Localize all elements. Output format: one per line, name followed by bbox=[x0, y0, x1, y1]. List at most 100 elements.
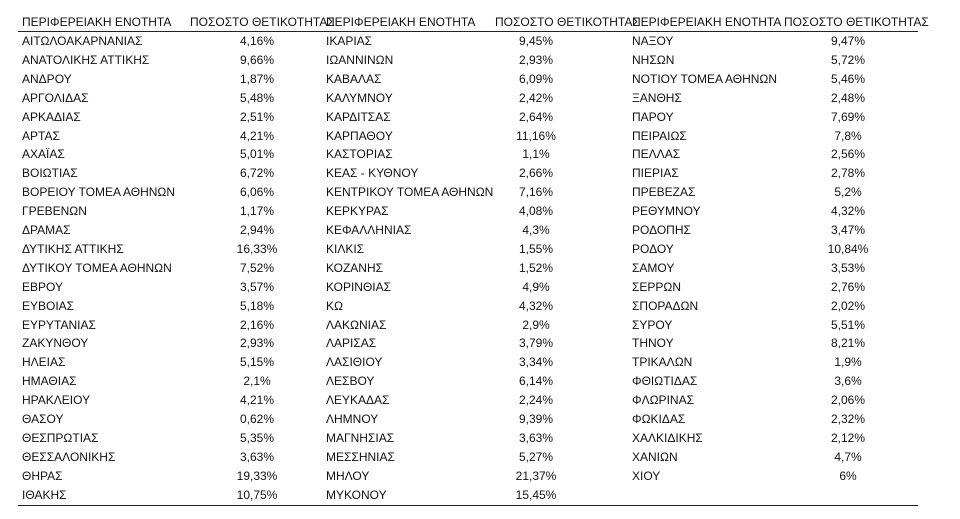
header-rule bbox=[18, 31, 918, 32]
positivity-rate: 2,94% bbox=[239, 223, 275, 237]
positivity-rate: 3,53% bbox=[830, 260, 866, 275]
positivity-rate: 3,63% bbox=[518, 430, 554, 445]
region-name: ΤΗΝΟΥ bbox=[632, 336, 674, 351]
region-name: ΣΕΡΡΩΝ bbox=[632, 279, 682, 294]
positivity-rate: 3,57% bbox=[239, 279, 275, 294]
positivity-rate: 4,21% bbox=[239, 393, 275, 408]
region-name: ΗΜΑΘΙΑΣ bbox=[22, 374, 77, 389]
positivity-rate: 4,3% bbox=[522, 223, 550, 237]
region-name: ΕΥΡΥΤΑΝΙΑΣ bbox=[22, 317, 96, 332]
positivity-rate: 4,7% bbox=[834, 449, 862, 464]
region-name: ΘΕΣΠΡΩΤΙΑΣ bbox=[22, 430, 99, 445]
region-name: ΧΑΝΙΩΝ bbox=[632, 449, 678, 464]
region-name: ΚΑΛΥΜΝΟΥ bbox=[326, 90, 393, 105]
positivity-rate: 3,63% bbox=[239, 449, 275, 464]
positivity-rate: 2,64% bbox=[518, 109, 554, 124]
column-header: ΠΟΣΟΣΤΟ ΘΕΤΙΚΟΤΗΤΑΣ bbox=[495, 15, 640, 29]
positivity-rate: 5,01% bbox=[239, 147, 275, 162]
region-name: ΘΕΣΣΑΛΟΝΙΚΗΣ bbox=[22, 449, 116, 464]
positivity-rate: 3,47% bbox=[830, 223, 866, 237]
region-name: ΑΝΔΡΟΥ bbox=[22, 71, 72, 86]
region-name: ΚΕΡΚΥΡΑΣ bbox=[326, 204, 389, 219]
positivity-rate: 5,46% bbox=[830, 71, 866, 86]
region-name: ΑΙΤΩΛΟΑΚΑΡΝΑΝΙΑΣ bbox=[22, 34, 143, 48]
positivity-rate: 6,09% bbox=[518, 71, 554, 86]
positivity-rate: 2,02% bbox=[830, 298, 866, 313]
region-name: ΖΑΚΥΝΘΟΥ bbox=[22, 336, 89, 351]
region-name: ΜΑΓΝΗΣΙΑΣ bbox=[326, 430, 395, 445]
region-name: ΞΑΝΘΗΣ bbox=[632, 90, 682, 105]
positivity-rate: 19,33% bbox=[236, 468, 278, 483]
positivity-rate: 5,15% bbox=[239, 355, 275, 370]
positivity-rate: 3,79% bbox=[518, 336, 554, 351]
column-header: ΠΟΣΟΣΤΟ ΘΕΤΙΚΟΤΗΤΑΣ bbox=[784, 15, 929, 29]
region-name: ΚΑΒΑΛΑΣ bbox=[326, 71, 382, 86]
region-name: ΘΑΣΟΥ bbox=[22, 412, 64, 426]
region-name: ΡΟΔΟΠΗΣ bbox=[632, 223, 691, 237]
region-name: ΦΩΚΙΔΑΣ bbox=[632, 412, 686, 426]
positivity-rate: 9,39% bbox=[518, 412, 554, 426]
positivity-rate: 3,34% bbox=[518, 355, 554, 370]
positivity-rate: 3,6% bbox=[834, 374, 862, 389]
positivity-rate: 2,48% bbox=[830, 90, 866, 105]
region-name: ΡΕΘΥΜΝΟΥ bbox=[632, 204, 701, 219]
column-header: ΠΟΣΟΣΤΟ ΘΕΤΙΚΟΤΗΤΑΣ bbox=[190, 15, 335, 29]
positivity-rate: 2,24% bbox=[518, 393, 554, 408]
region-name: ΑΡΤΑΣ bbox=[22, 128, 60, 143]
positivity-rate: 1,87% bbox=[239, 71, 275, 86]
positivity-rate: 1,9% bbox=[834, 355, 862, 370]
region-name: ΣΠΟΡΑΔΩΝ bbox=[632, 298, 699, 313]
positivity-rate: 6% bbox=[839, 468, 857, 483]
region-name: ΙΘΑΚΗΣ bbox=[22, 487, 67, 502]
region-name: ΚΟΖΑΝΗΣ bbox=[326, 260, 384, 275]
positivity-rate: 5,51% bbox=[830, 317, 866, 332]
region-name: ΦΛΩΡΙΝΑΣ bbox=[632, 393, 694, 408]
positivity-rate: 7,69% bbox=[830, 109, 866, 124]
region-name: ΕΒΡΟΥ bbox=[22, 279, 63, 294]
region-name: ΚΑΡΠΑΘΟΥ bbox=[326, 128, 393, 143]
positivity-rate: 4,16% bbox=[239, 34, 275, 48]
positivity-rate: 5,2% bbox=[834, 185, 862, 200]
positivity-rate: 6,06% bbox=[239, 185, 275, 200]
column-header: ΠΕΡΙΦΕΡΕΙΑΚΗ ΕΝΟΤΗΤΑ bbox=[22, 15, 172, 29]
positivity-rate: 9,47% bbox=[830, 34, 866, 48]
region-name: ΡΟΔΟΥ bbox=[632, 241, 674, 256]
region-name: ΛΕΥΚΑΔΑΣ bbox=[326, 393, 390, 408]
region-name: ΝΑΞΟΥ bbox=[632, 34, 674, 48]
positivity-rate: 5,35% bbox=[239, 430, 275, 445]
positivity-rate: 4,21% bbox=[239, 128, 275, 143]
positivity-rate: 7,16% bbox=[518, 185, 554, 200]
region-name: ΠΑΡΟΥ bbox=[632, 109, 674, 124]
region-name: ΣΑΜΟΥ bbox=[632, 260, 675, 275]
region-name: ΛΕΣΒΟΥ bbox=[326, 374, 375, 389]
positivity-rate: 4,32% bbox=[830, 204, 866, 219]
positivity-rate: 2,93% bbox=[518, 52, 554, 67]
positivity-rate: 2,42% bbox=[518, 90, 554, 105]
region-name: ΔΥΤΙΚΗΣ ΑΤΤΙΚΗΣ bbox=[22, 241, 124, 256]
region-name: ΦΘΙΩΤΙΔΑΣ bbox=[632, 374, 698, 389]
positivity-rate: 2,93% bbox=[239, 336, 275, 351]
region-name: ΤΡΙΚΑΛΩΝ bbox=[632, 355, 693, 370]
region-name: ΝΗΣΩΝ bbox=[632, 52, 675, 67]
positivity-rate: 10,84% bbox=[827, 241, 869, 256]
region-name: ΔΡΑΜΑΣ bbox=[22, 223, 71, 237]
region-name: ΒΟΙΩΤΙΑΣ bbox=[22, 166, 78, 181]
positivity-rate: 5,72% bbox=[830, 52, 866, 67]
region-name: ΕΥΒΟΙΑΣ bbox=[22, 298, 75, 313]
region-name: ΘΗΡΑΣ bbox=[22, 468, 63, 483]
region-name: ΠΙΕΡΙΑΣ bbox=[632, 166, 679, 181]
region-name: ΔΥΤΙΚΟΥ ΤΟΜΕΑ ΑΘΗΝΩΝ bbox=[22, 260, 172, 275]
positivity-rate: 10,75% bbox=[236, 487, 278, 502]
positivity-rate: 2,32% bbox=[830, 412, 866, 426]
region-name: ΣΥΡΟΥ bbox=[632, 317, 673, 332]
positivity-rate: 2,76% bbox=[830, 279, 866, 294]
region-name: ΒΟΡΕΙΟΥ ΤΟΜΕΑ ΑΘΗΝΩΝ bbox=[22, 185, 176, 200]
positivity-rate: 2,9% bbox=[522, 317, 550, 332]
region-name: ΛΑΚΩΝΙΑΣ bbox=[326, 317, 387, 332]
region-name: ΜΕΣΣΗΝΙΑΣ bbox=[326, 449, 395, 464]
positivity-rate: 9,45% bbox=[518, 34, 554, 48]
positivity-rate: 4,32% bbox=[518, 298, 554, 313]
positivity-rate: 15,45% bbox=[515, 487, 557, 502]
positivity-rate: 4,08% bbox=[518, 204, 554, 219]
positivity-rate: 2,1% bbox=[243, 374, 271, 389]
